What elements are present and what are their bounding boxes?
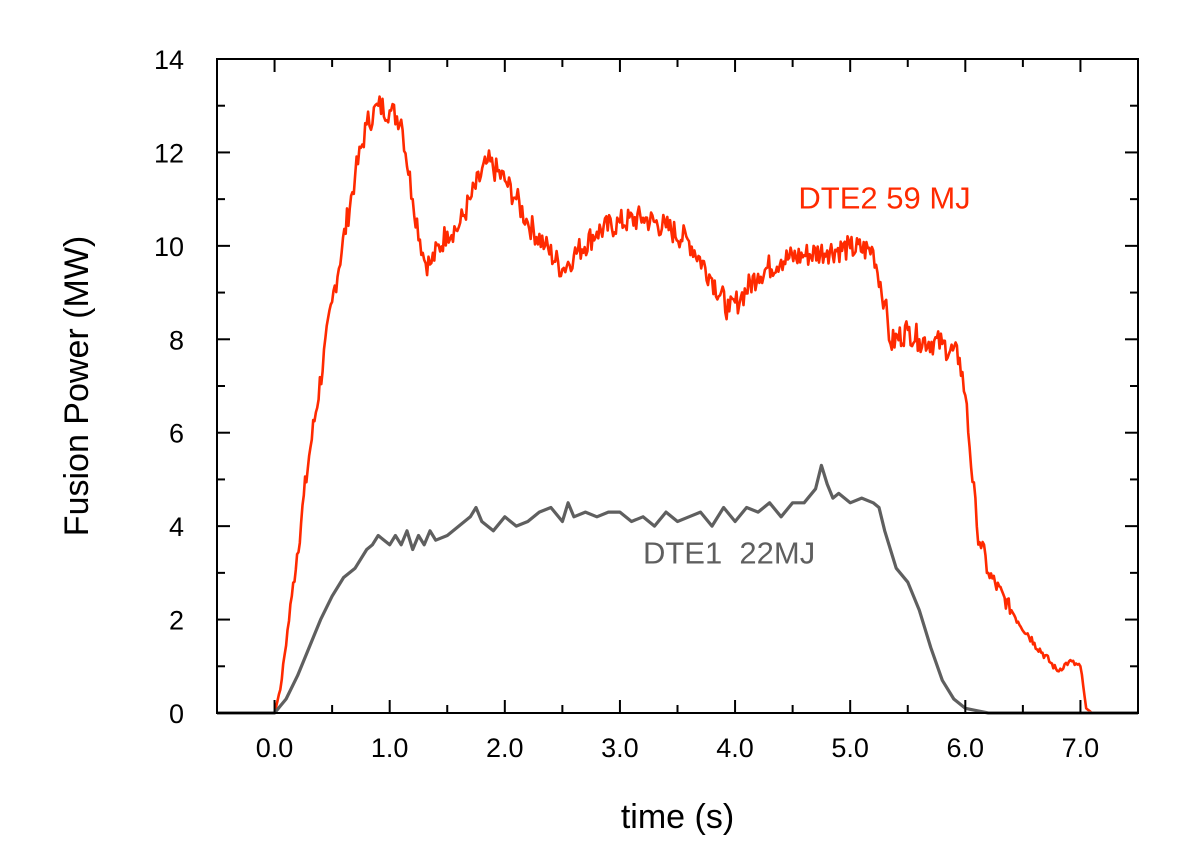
x-tick-label: 3.0 xyxy=(601,733,639,763)
plot-area xyxy=(217,95,1138,715)
x-tick-label: 1.0 xyxy=(371,733,409,763)
series-label-dte2: DTE2 59 MJ xyxy=(798,180,970,215)
series-line-dte2 xyxy=(217,95,1138,715)
plot-frame xyxy=(216,58,1139,714)
y-tick-label: 14 xyxy=(154,45,184,75)
y-tick-label: 2 xyxy=(169,606,184,636)
x-tick-label: 5.0 xyxy=(831,733,869,763)
y-tick-label: 10 xyxy=(154,232,184,262)
y-tick-label: 8 xyxy=(169,325,184,355)
y-tick-label: 0 xyxy=(169,699,184,729)
x-tick-label: 2.0 xyxy=(486,733,524,763)
x-tick-label: 0.0 xyxy=(256,733,294,763)
axis-labels: time (s) Fusion Power (MW) xyxy=(58,236,734,836)
axis-ticks: 0.0 1.0 2.0 3.0 4.0 5.0 6.0 7.0 0 2 4 6 8 10 12 14 xyxy=(154,45,1139,763)
series-annotations: DTE2 59 MJ DTE1 22MJ xyxy=(643,180,971,570)
x-tick-label: 7.0 xyxy=(1062,733,1100,763)
y-tick-label: 4 xyxy=(169,512,184,542)
x-tick-label: 4.0 xyxy=(716,733,754,763)
series-label-dte1: DTE1 22MJ xyxy=(643,536,815,571)
y-tick-label: 12 xyxy=(154,138,184,168)
y-axis-title: Fusion Power (MW) xyxy=(58,236,96,536)
series-line-dte1 xyxy=(217,463,1138,715)
y-tick-label: 6 xyxy=(169,419,184,449)
x-axis-title: time (s) xyxy=(621,798,734,836)
x-tick-label: 6.0 xyxy=(947,733,985,763)
